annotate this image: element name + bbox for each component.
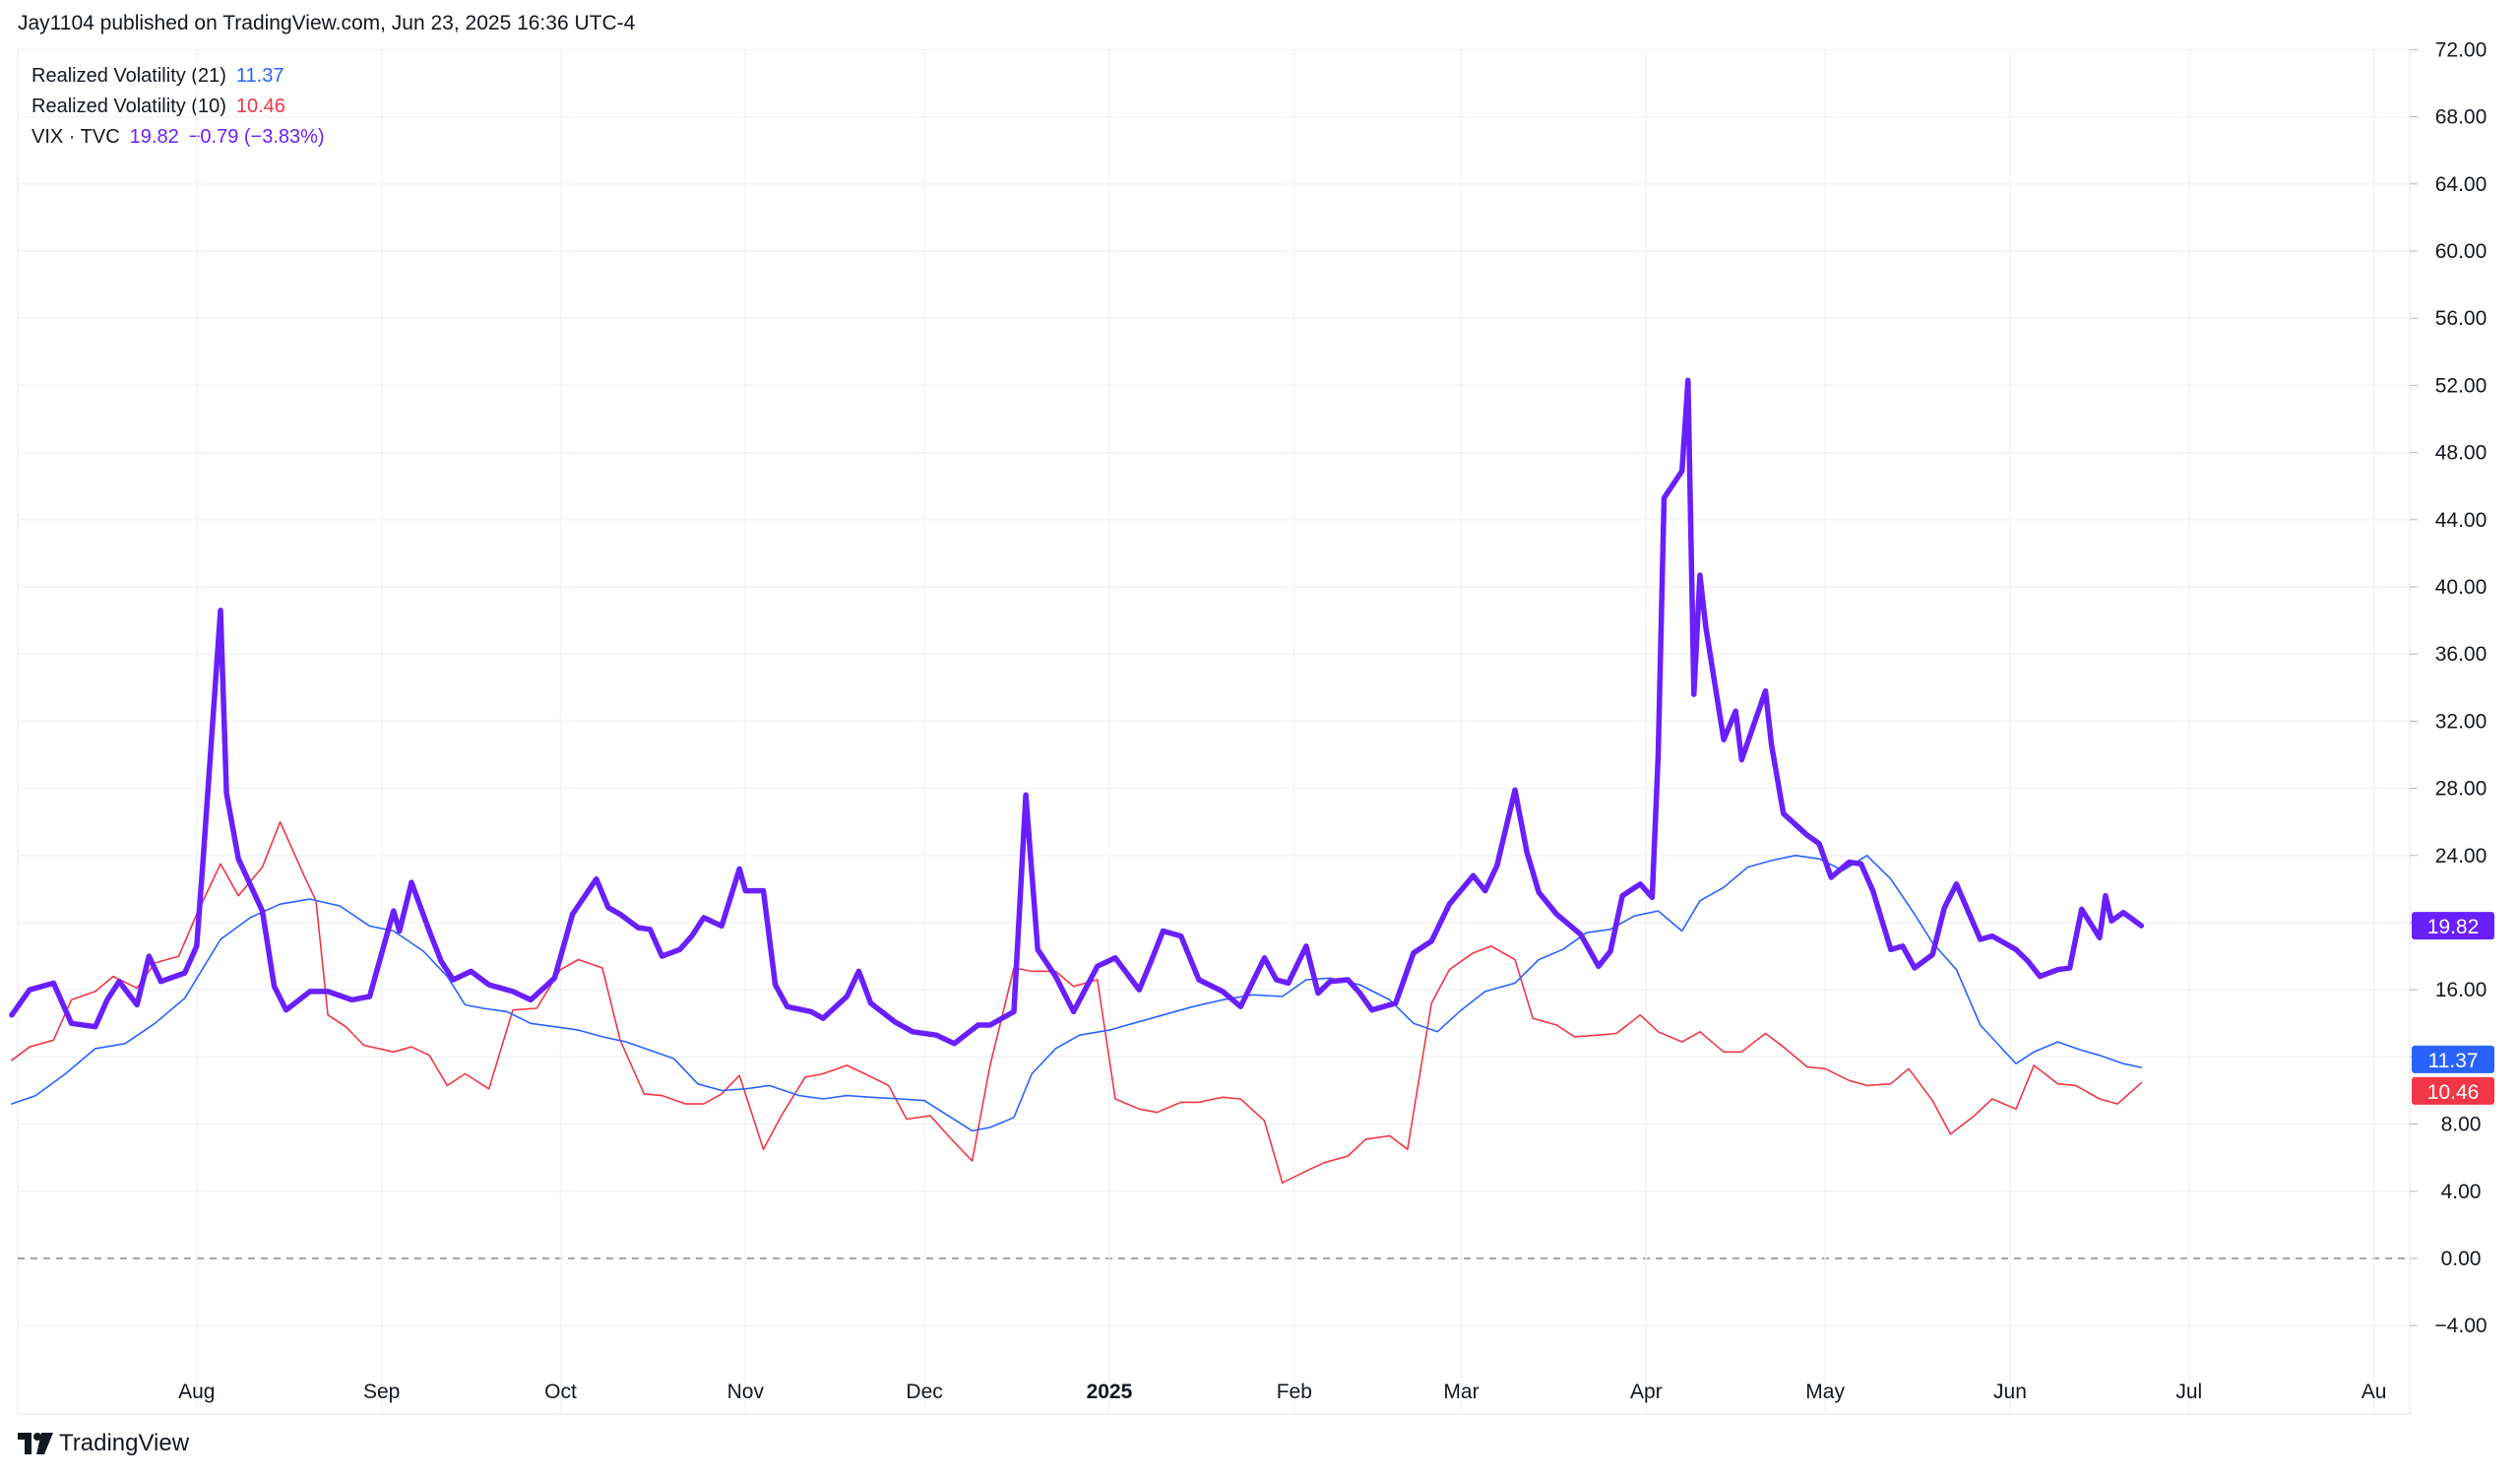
legend-vix-value: 19.82 — [129, 126, 179, 148]
tradingview-branding[interactable]: TradingView — [18, 1430, 189, 1457]
x-tick-label: Feb — [1277, 1381, 1312, 1403]
y-tick-label: 68.00 — [2435, 106, 2488, 129]
legend-vix[interactable]: VIX · TVC 19.82 −0.79 (−3.83%) — [32, 122, 325, 153]
price-badge-vix-label: 19.82 — [2427, 916, 2480, 938]
y-tick-label: 0.00 — [2441, 1248, 2482, 1270]
x-tick-label: Mar — [1443, 1381, 1479, 1403]
grid — [17, 48, 2411, 1415]
series-line-rv10 — [11, 820, 2143, 1185]
x-tick-label: Au — [2362, 1381, 2387, 1403]
legend-rv21[interactable]: Realized Volatility (21) 11.37 — [32, 61, 325, 92]
legend-rv10-value: 10.46 — [235, 96, 285, 117]
series-line-rv21 — [11, 855, 2143, 1132]
y-tick-label: 36.00 — [2435, 643, 2488, 666]
y-tick-label: 28.00 — [2435, 778, 2488, 801]
x-tick-label: Sep — [363, 1381, 400, 1403]
price-badge-vix — [2412, 912, 2494, 940]
y-tick-label: 48.00 — [2435, 442, 2488, 465]
x-tick-label: Apr — [1630, 1381, 1663, 1403]
legend-vix-name: VIX · TVC — [32, 126, 120, 148]
legend-rv10-name: Realized Volatility (10) — [32, 96, 226, 117]
tradingview-logo-icon — [18, 1433, 53, 1454]
y-tick-label: 72.00 — [2435, 38, 2488, 61]
y-tick-label: 60.00 — [2435, 240, 2488, 263]
price-badge-rv10 — [2412, 1076, 2494, 1105]
x-tick-label: 2025 — [1087, 1381, 1133, 1403]
price-badge-rv10-label: 10.46 — [2427, 1081, 2480, 1104]
publish-header: Jay1104 published on TradingView.com, Ju… — [18, 12, 636, 34]
y-tick-label: 24.00 — [2435, 845, 2488, 868]
legend-vix-change: −0.79 (−3.83%) — [188, 126, 325, 148]
y-tick-label: 40.00 — [2435, 576, 2488, 599]
legend-rv21-value: 11.37 — [235, 65, 284, 87]
y-tick-label: 32.00 — [2435, 710, 2488, 733]
x-tick-label: May — [1805, 1381, 1845, 1403]
y-tick-label: 52.00 — [2435, 374, 2488, 397]
price-badges: 19.82 11.37 10.46 — [2412, 912, 2494, 1105]
series-line-vix — [9, 377, 2145, 1047]
y-tick-label: 4.00 — [2441, 1181, 2482, 1203]
y-tick-label: −4.00 — [2434, 1315, 2487, 1337]
y-tick-label: 64.00 — [2435, 173, 2488, 196]
y-tick-label: 44.00 — [2435, 509, 2488, 532]
series-layer — [9, 377, 2145, 1185]
legend-rv10[interactable]: Realized Volatility (10) 10.46 — [32, 92, 325, 122]
y-tick-label: 56.00 — [2435, 307, 2488, 330]
price-badge-rv21-label: 11.37 — [2428, 1050, 2479, 1072]
y-tick-label: 16.00 — [2435, 979, 2488, 1001]
x-tick-label: Jul — [2175, 1381, 2202, 1403]
y-tick-label: 8.00 — [2441, 1114, 2482, 1136]
x-tick-label: Jun — [1993, 1381, 2027, 1403]
axes: 72.00 68.00 64.00 60.00 56.00 52.00 48.00 44.00… — [178, 38, 2487, 1403]
tradingview-brand-text: TradingView — [59, 1430, 190, 1456]
x-tick-label: Aug — [178, 1381, 215, 1403]
x-tick-label: Oct — [544, 1381, 577, 1403]
legend-rv21-name: Realized Volatility (21) — [32, 65, 226, 87]
x-tick-label: Dec — [906, 1381, 942, 1403]
legend: Realized Volatility (21) 11.37 Realized V… — [32, 61, 325, 153]
price-badge-rv21 — [2412, 1045, 2494, 1073]
x-tick-label: Nov — [727, 1381, 765, 1403]
